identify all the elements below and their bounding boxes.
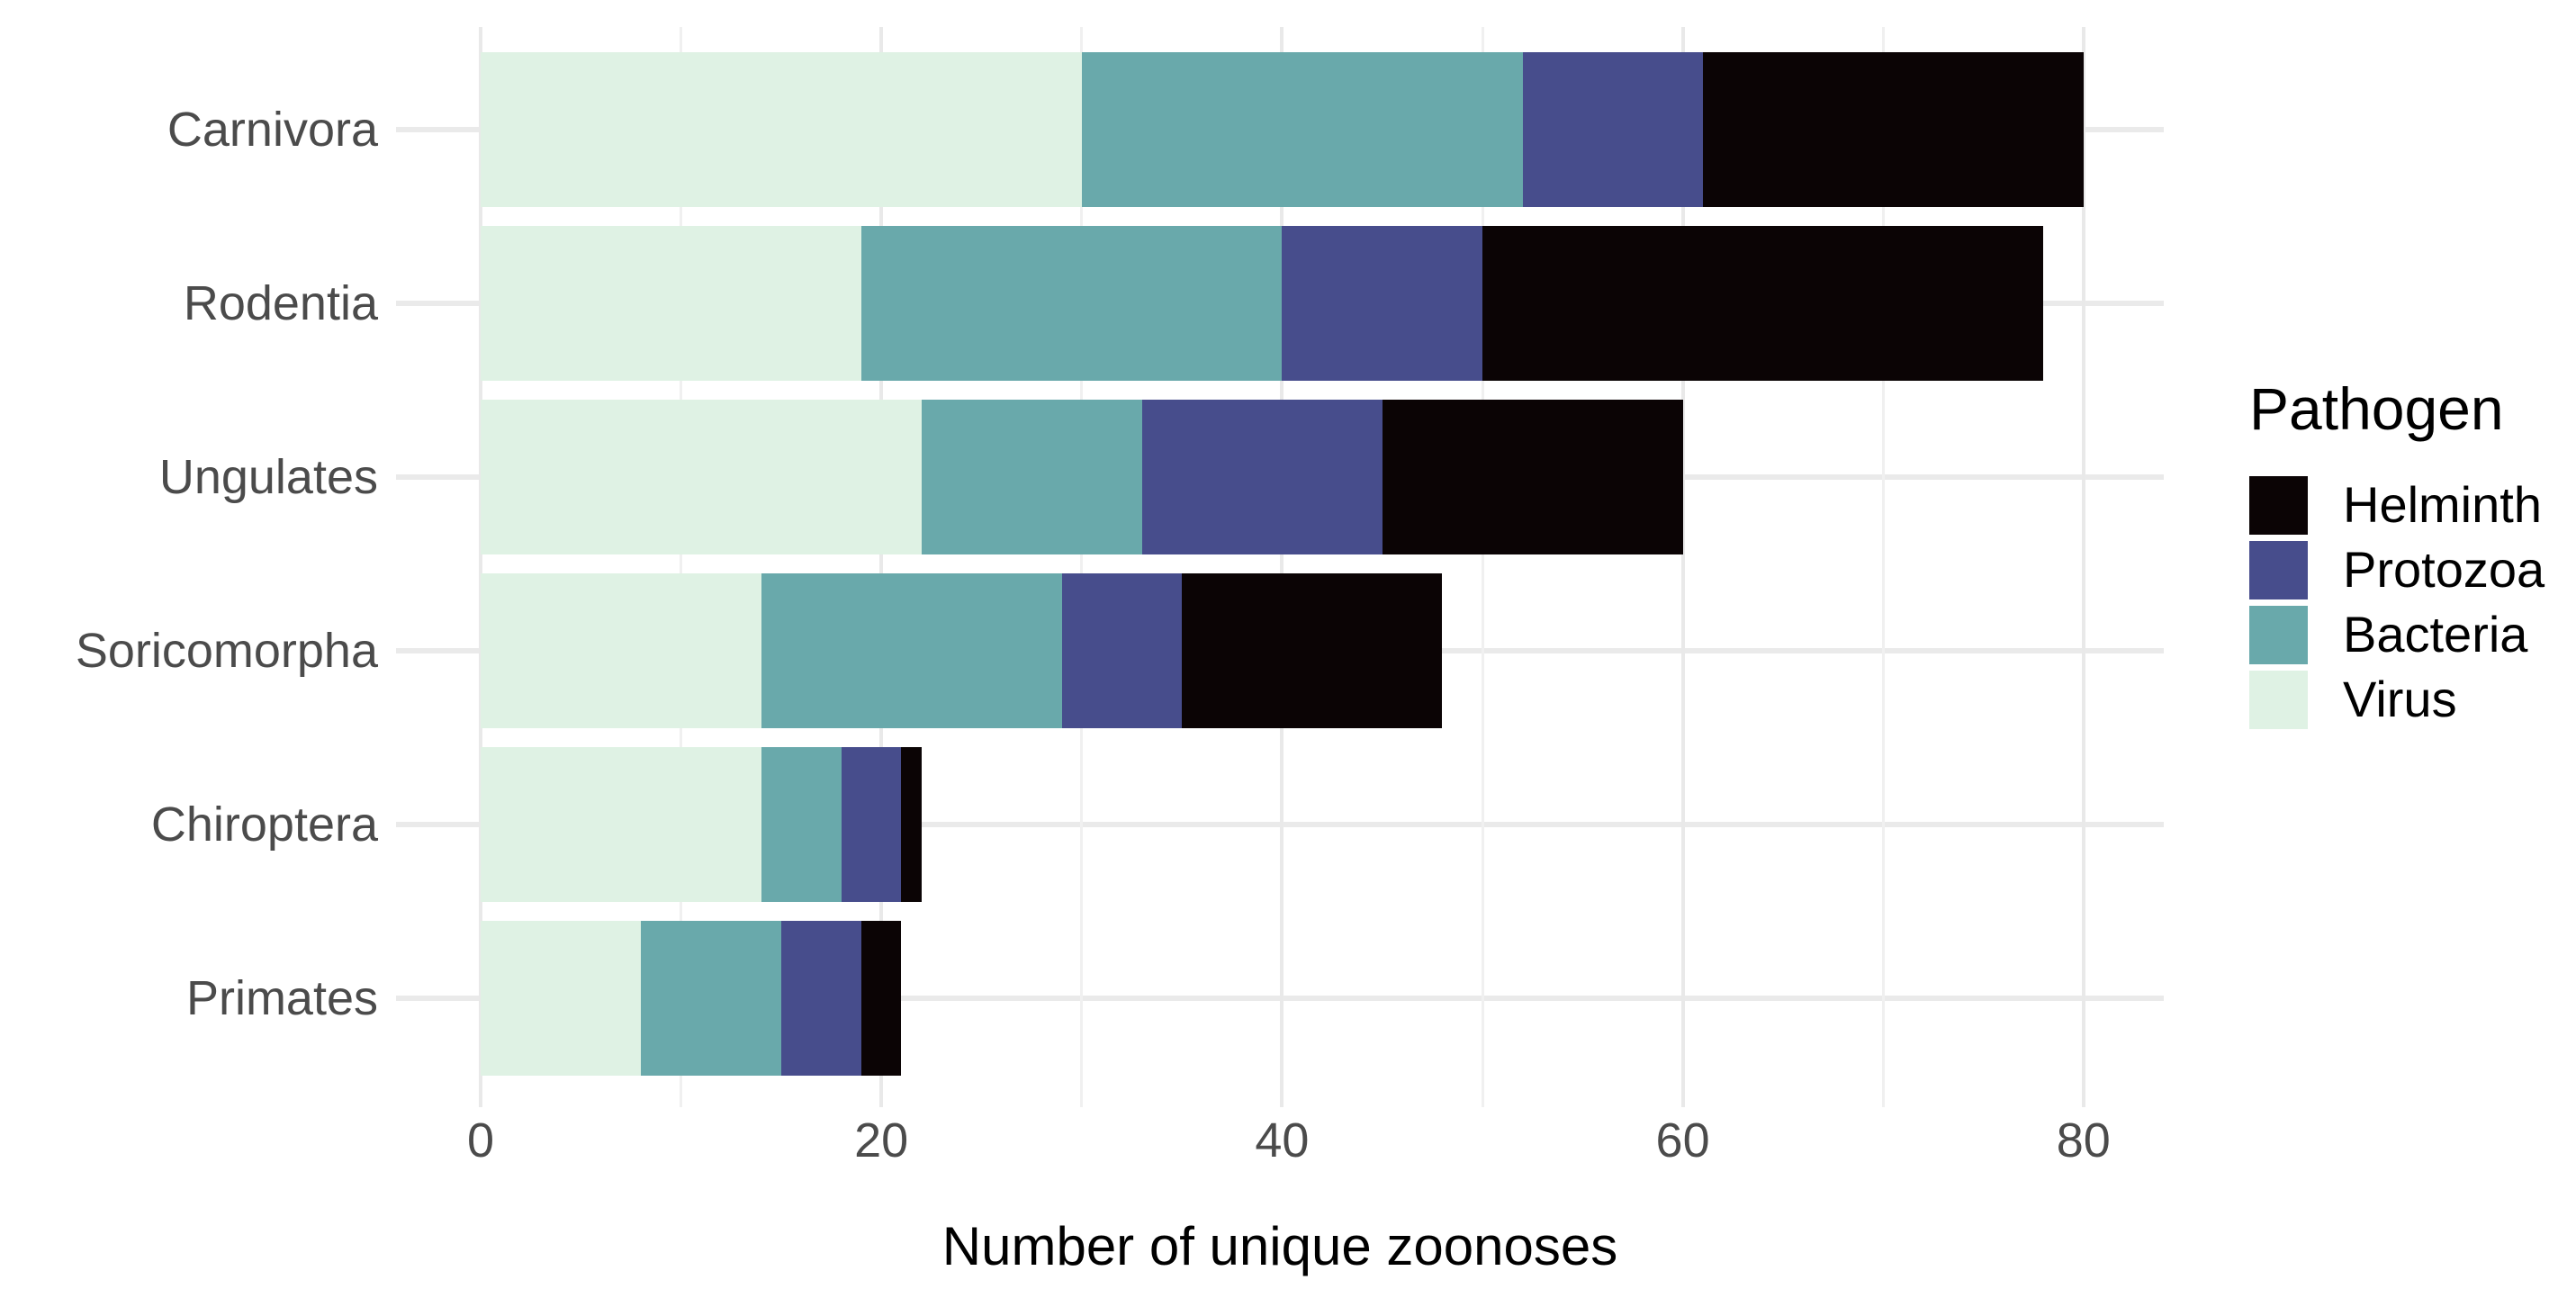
gridline-minor-10	[680, 27, 683, 1107]
x-tick-label-0: 0	[466, 1113, 495, 1167]
legend-label-protozoa: Protozoa	[2343, 541, 2545, 599]
x-tick-label-80: 80	[2056, 1113, 2111, 1167]
bar-segment-ungulates-bacteria	[921, 400, 1142, 554]
legend-item-helminth: Helminth	[2249, 475, 2573, 535]
bar-segment-rodentia-virus	[481, 226, 861, 381]
y-axis-label-rodentia: Rodentia	[183, 276, 378, 330]
bar-segment-soricomorpha-protozoa	[1061, 573, 1183, 728]
legend-swatch-virus-icon	[2249, 670, 2308, 729]
bar-segment-primates-helminth	[860, 921, 902, 1076]
gridline-major-60	[1680, 27, 1685, 1107]
x-axis-title: Number of unique zoonoses	[941, 1216, 1618, 1276]
bar-segment-chiroptera-virus	[481, 747, 761, 902]
legend-item-protozoa: Protozoa	[2249, 540, 2573, 599]
bar-segment-primates-virus	[481, 921, 642, 1076]
y-axis-label-carnivora: Carnivora	[167, 103, 378, 157]
bar-segment-primates-protozoa	[780, 921, 861, 1076]
legend-item-virus: Virus	[2249, 670, 2573, 729]
bar-segment-carnivora-virus	[481, 52, 1082, 207]
legend-swatch-bacteria-icon	[2249, 605, 2308, 664]
legend: Pathogen Helminth Protozoa Bacteria Virus	[2249, 376, 2573, 735]
legend-item-bacteria: Bacteria	[2249, 605, 2573, 664]
bar-segment-rodentia-helminth	[1482, 226, 2044, 381]
bar-segment-chiroptera-protozoa	[841, 747, 902, 902]
x-tick-label-40: 40	[1255, 1113, 1310, 1167]
legend-label-bacteria: Bacteria	[2343, 606, 2528, 663]
gridline-major-40	[1280, 27, 1284, 1107]
legend-label-helminth: Helminth	[2343, 476, 2542, 534]
bar-segment-ungulates-helminth	[1382, 400, 1683, 554]
gridline-major-80	[2081, 27, 2085, 1107]
legend-title: Pathogen	[2249, 375, 2504, 442]
legend-swatch-helminth-icon	[2249, 475, 2308, 535]
bar-segment-primates-bacteria	[641, 921, 781, 1076]
bar-segment-chiroptera-bacteria	[761, 747, 842, 902]
gridline-row-chiroptera	[396, 822, 2164, 827]
bar-segment-carnivora-protozoa	[1522, 52, 1703, 207]
bar-segment-carnivora-helminth	[1702, 52, 2084, 207]
bar-segment-rodentia-bacteria	[860, 226, 1283, 381]
gridline-row-primates	[396, 996, 2164, 1001]
bar-segment-soricomorpha-helminth	[1182, 573, 1443, 728]
bar-segment-soricomorpha-virus	[481, 573, 761, 728]
bar-segment-chiroptera-helminth	[901, 747, 922, 902]
legend-swatch-protozoa-icon	[2249, 540, 2308, 599]
y-axis-label-ungulates: Ungulates	[158, 450, 378, 504]
x-tick-label-60: 60	[1655, 1113, 1710, 1167]
gridline-minor-30	[1080, 27, 1084, 1107]
bar-segment-soricomorpha-bacteria	[761, 573, 1062, 728]
legend-label-virus: Virus	[2343, 671, 2457, 728]
bar-segment-ungulates-protozoa	[1141, 400, 1383, 554]
y-axis-label-chiroptera: Chiroptera	[150, 798, 378, 852]
bar-segment-rodentia-protozoa	[1282, 226, 1482, 381]
y-axis-label-soricomorpha: Soricomorpha	[75, 624, 378, 678]
gridline-minor-70	[1881, 27, 1885, 1107]
legend-items: Helminth Protozoa Bacteria Virus	[2249, 475, 2573, 729]
gridline-major-20	[879, 27, 884, 1107]
plot-panel	[396, 27, 2164, 1107]
x-tick-label-20: 20	[854, 1113, 909, 1167]
bar-segment-ungulates-virus	[481, 400, 922, 554]
bar-segment-carnivora-bacteria	[1081, 52, 1523, 207]
y-axis-label-primates: Primates	[185, 971, 378, 1025]
gridline-minor-50	[1481, 27, 1484, 1107]
gridline-major-0	[479, 27, 482, 1107]
